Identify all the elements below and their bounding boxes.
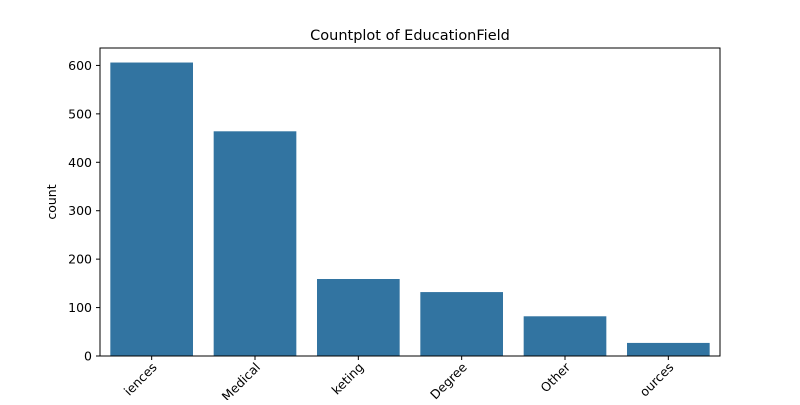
y-axis-label: count	[44, 184, 59, 219]
y-tick-label-6: 600	[68, 58, 92, 73]
x-axis: iences Medical keting Degree Other ources	[121, 356, 676, 400]
bars-group	[110, 62, 710, 356]
x-tick-label-1: Medical	[219, 360, 263, 400]
bar-0	[110, 62, 193, 356]
chart-title: Countplot of EducationField	[310, 28, 510, 44]
bar-1	[213, 131, 297, 356]
y-tick-label-5: 500	[68, 106, 92, 121]
y-tick-label-3: 300	[68, 203, 92, 218]
x-tick-label-5: ources	[636, 360, 676, 400]
bar-3	[420, 292, 503, 356]
x-tick-label-2: keting	[328, 360, 366, 398]
y-tick-label-2: 200	[68, 252, 92, 267]
bar-4	[523, 316, 607, 356]
y-tick-label-0: 0	[84, 349, 92, 364]
x-tick-label-0: iences	[121, 360, 160, 399]
plot-frame	[99, 47, 721, 357]
y-tick-label-4: 400	[68, 155, 92, 170]
x-tick-label-3: Degree	[427, 359, 470, 400]
x-tick-label-4: Other	[537, 359, 573, 395]
y-axis: 0 100 200 300 400 500 600	[68, 58, 100, 364]
bar-2	[317, 279, 400, 356]
bar-5	[627, 342, 710, 356]
y-tick-label-1: 100	[68, 300, 92, 315]
